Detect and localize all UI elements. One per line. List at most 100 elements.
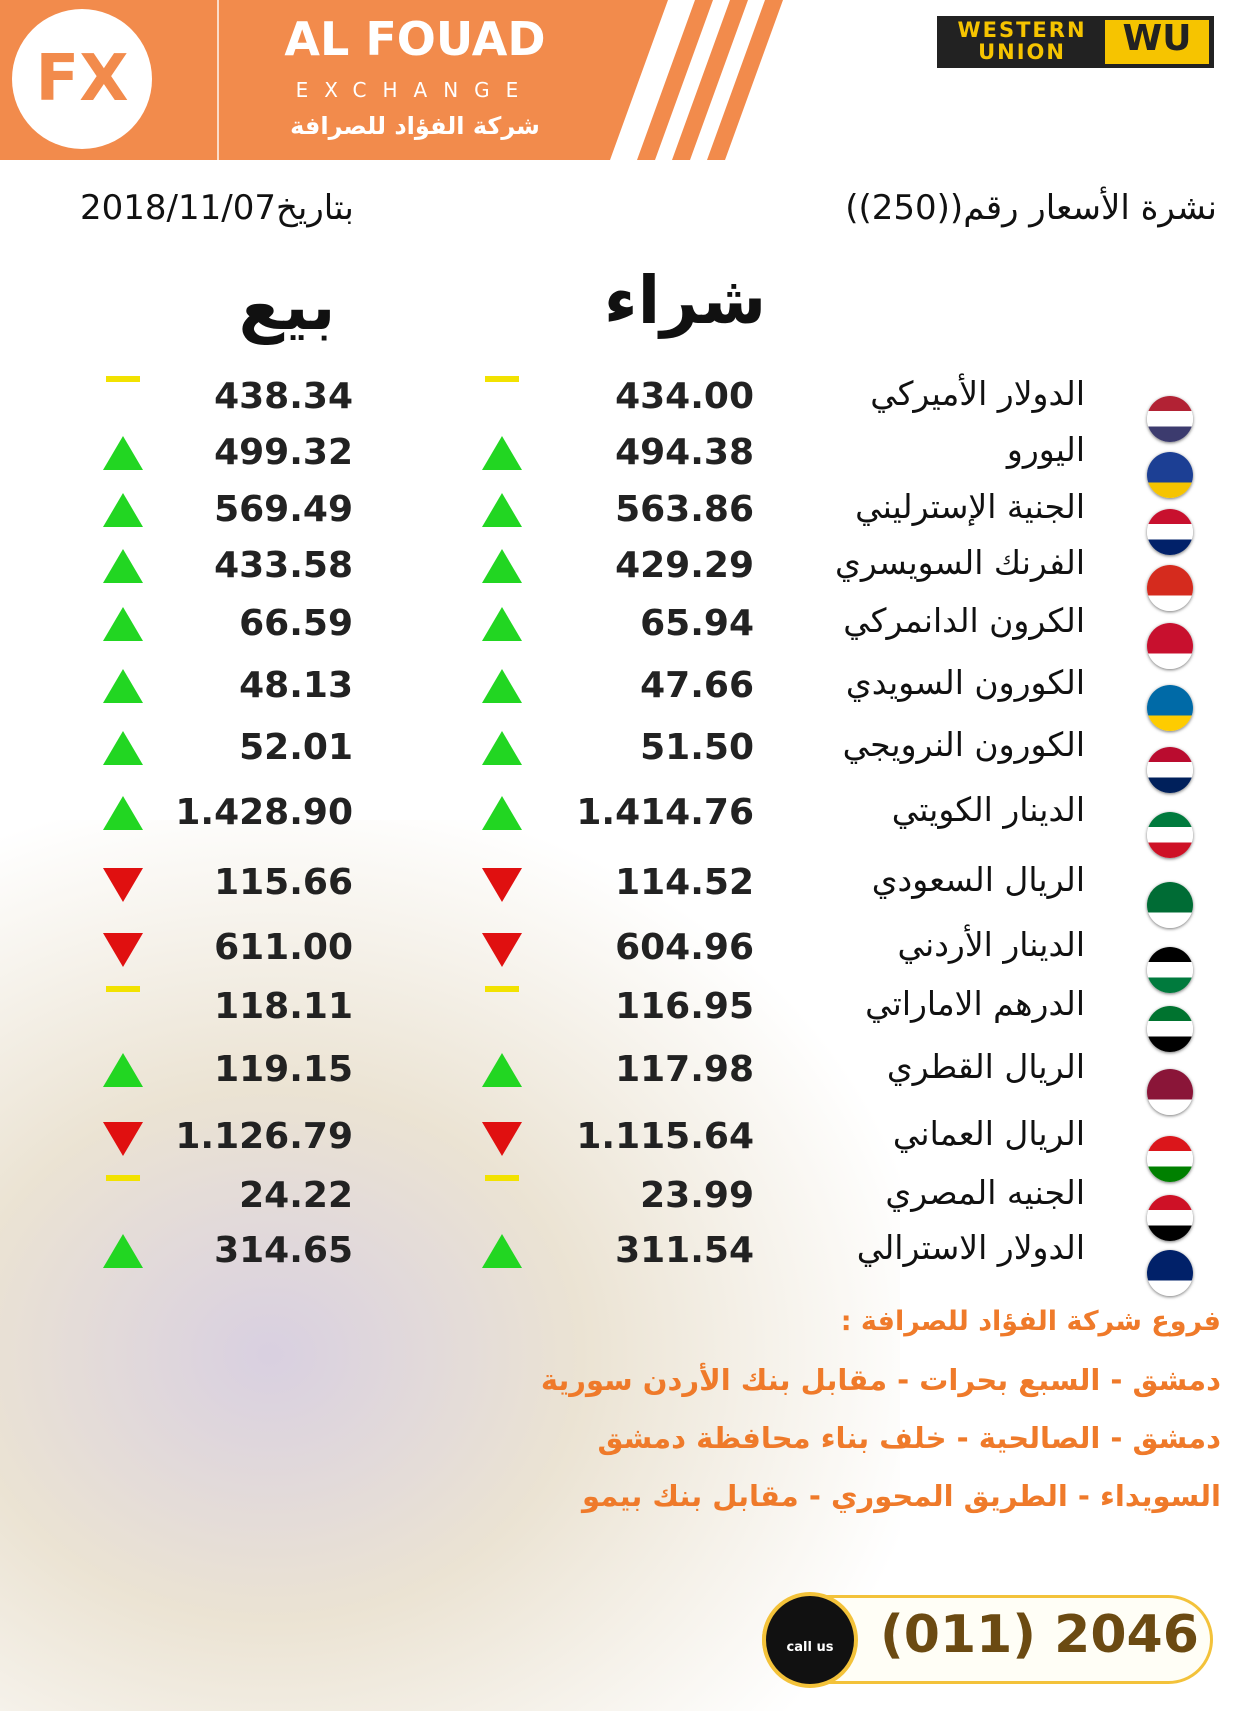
flag bbox=[1147, 947, 1193, 993]
flag bbox=[1147, 509, 1193, 555]
trend-down bbox=[482, 868, 522, 902]
buy-rate: 1.115.64 bbox=[576, 1116, 754, 1157]
sell-rate: 438.34 bbox=[214, 376, 353, 417]
sell-rate: 314.65 bbox=[214, 1230, 353, 1271]
trend-up bbox=[103, 436, 143, 470]
currency-name: الكورون النرويجي bbox=[842, 725, 1085, 764]
flag bbox=[1147, 452, 1193, 498]
flag bbox=[1147, 1195, 1193, 1241]
branch-line: دمشق - السبع بحرات - مقابل بنك الأردن سو… bbox=[540, 1363, 1221, 1397]
sell-rate: 118.11 bbox=[214, 986, 353, 1027]
bulletin-date: بتاريخ2018/11/07 bbox=[80, 188, 354, 228]
flag bbox=[1147, 1136, 1193, 1182]
buy-rate: 604.96 bbox=[615, 927, 754, 968]
buy-rate: 563.86 bbox=[615, 489, 754, 530]
sell-rate: 48.13 bbox=[239, 665, 353, 706]
trend-up bbox=[482, 607, 522, 641]
bulletin-title: نشرة الأسعار رقم((250)) bbox=[845, 188, 1217, 228]
sell-rate: 611.00 bbox=[214, 927, 353, 968]
currency-name: الكورون السويدي bbox=[845, 663, 1085, 702]
trend-up bbox=[103, 731, 143, 765]
header-graphics: FX bbox=[0, 0, 1214, 160]
trend-up bbox=[103, 549, 143, 583]
trend-down bbox=[103, 933, 143, 967]
flag bbox=[1147, 623, 1193, 669]
currency-name: الدولار الاسترالي bbox=[856, 1228, 1085, 1267]
flag bbox=[1147, 1069, 1193, 1115]
trend-up bbox=[103, 607, 143, 641]
trend-flat bbox=[106, 1175, 140, 1181]
flag bbox=[1147, 1250, 1193, 1296]
call-label: call us bbox=[786, 1640, 834, 1655]
flag bbox=[1147, 396, 1193, 442]
buy-rate: 494.38 bbox=[615, 432, 754, 473]
buy-rate: 23.99 bbox=[640, 1175, 754, 1216]
trend-up bbox=[482, 1234, 522, 1268]
currency-name: الدولار الأميركي bbox=[870, 374, 1085, 413]
sell-rate: 24.22 bbox=[239, 1175, 353, 1216]
flag bbox=[1147, 1006, 1193, 1052]
sell-rate: 119.15 bbox=[214, 1049, 353, 1090]
currency-name: الريال القطري bbox=[886, 1047, 1085, 1086]
buy-rate: 117.98 bbox=[615, 1049, 754, 1090]
buy-rate: 1.414.76 bbox=[576, 792, 754, 833]
currency-name: الجنية الإسترليني bbox=[855, 487, 1085, 526]
sell-header: بيع bbox=[238, 268, 336, 345]
sell-rate: 115.66 bbox=[214, 862, 353, 903]
brand-subtitle: EXCHANGE bbox=[295, 78, 535, 102]
trend-up bbox=[482, 796, 522, 830]
flag bbox=[1147, 685, 1193, 731]
trend-flat bbox=[106, 986, 140, 992]
currency-name: الريال العماني bbox=[892, 1114, 1085, 1153]
trend-flat bbox=[106, 376, 140, 382]
branch-line: دمشق - الصالحية - خلف بناء محافظة دمشق bbox=[597, 1421, 1221, 1455]
currency-name: الكرون الدانمركي bbox=[843, 601, 1085, 640]
buy-rate: 47.66 bbox=[640, 665, 754, 706]
trend-flat bbox=[485, 986, 519, 992]
branch-line: السويداء - الطريق المحوري - مقابل بنك بي… bbox=[581, 1479, 1221, 1513]
trend-up bbox=[103, 1234, 143, 1268]
partner-top: WESTERN bbox=[957, 18, 1087, 42]
trend-up bbox=[103, 1053, 143, 1087]
trend-up bbox=[482, 493, 522, 527]
flag bbox=[1147, 882, 1193, 928]
branches-title: فروع شركة الفؤاد للصرافة : bbox=[840, 1306, 1221, 1337]
trend-up bbox=[482, 669, 522, 703]
currency-name: اليورو bbox=[1006, 430, 1085, 469]
sell-rate: 499.32 bbox=[214, 432, 353, 473]
phone-number: (011) 2046 bbox=[880, 1605, 1199, 1665]
sell-rate: 1.126.79 bbox=[175, 1116, 353, 1157]
trend-up bbox=[103, 796, 143, 830]
flag bbox=[1147, 812, 1193, 858]
trend-up bbox=[103, 493, 143, 527]
sell-rate: 569.49 bbox=[214, 489, 353, 530]
currency-name: الدينار الكويتي bbox=[891, 790, 1085, 829]
svg-text:FX: FX bbox=[35, 42, 128, 116]
trend-up bbox=[482, 549, 522, 583]
buy-rate: 116.95 bbox=[615, 986, 754, 1027]
trend-up bbox=[482, 436, 522, 470]
flag bbox=[1147, 747, 1193, 793]
trend-up bbox=[482, 731, 522, 765]
background-image bbox=[0, 820, 900, 1711]
trend-down bbox=[482, 1122, 522, 1156]
sell-rate: 433.58 bbox=[214, 545, 353, 586]
buy-rate: 114.52 bbox=[615, 862, 754, 903]
buy-rate: 311.54 bbox=[615, 1230, 754, 1271]
currency-name: الفرنك السويسري bbox=[835, 543, 1085, 582]
currency-name: الريال السعودي bbox=[871, 860, 1085, 899]
call-icon bbox=[762, 1592, 858, 1688]
sell-rate: 1.428.90 bbox=[175, 792, 353, 833]
trend-down bbox=[103, 1122, 143, 1156]
trend-down bbox=[482, 933, 522, 967]
buy-rate: 429.29 bbox=[615, 545, 754, 586]
sell-rate: 66.59 bbox=[239, 603, 353, 644]
buy-rate: 65.94 bbox=[640, 603, 754, 644]
trend-flat bbox=[485, 1175, 519, 1181]
trend-up bbox=[482, 1053, 522, 1087]
trend-down bbox=[103, 868, 143, 902]
brand: AL FOUAD bbox=[284, 12, 546, 66]
buy-rate: 434.00 bbox=[615, 376, 754, 417]
brand-arabic: شركة الفؤاد للصرافة bbox=[290, 112, 540, 140]
